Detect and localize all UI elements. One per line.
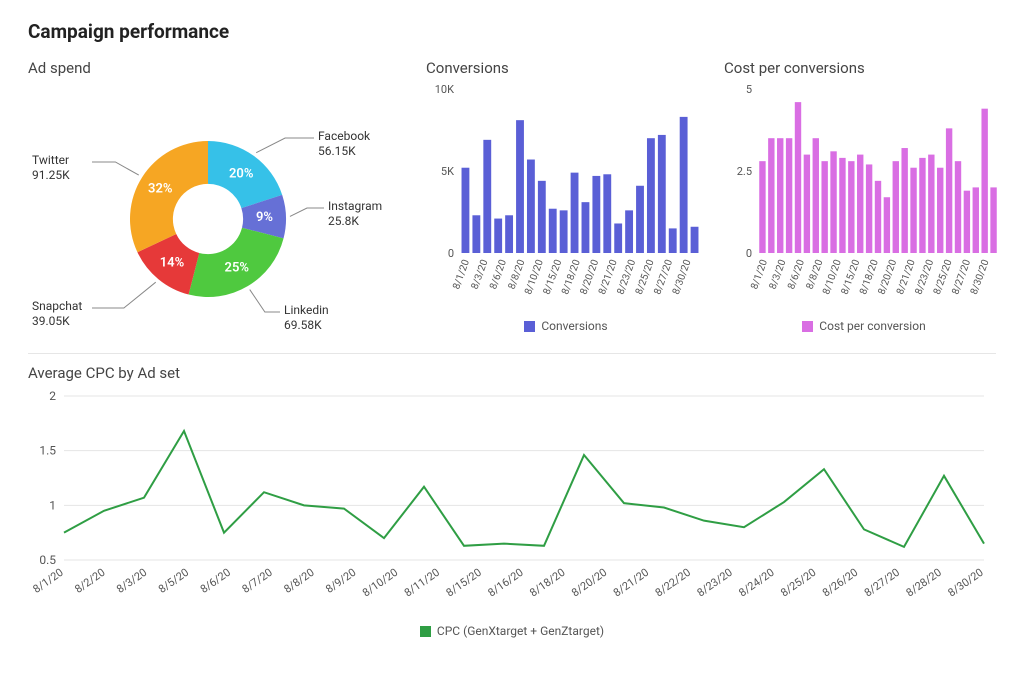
donut-label: Twitter91.25K: [32, 153, 70, 183]
svg-text:8/16/20: 8/16/20: [485, 566, 525, 600]
svg-text:0.5: 0.5: [39, 553, 56, 567]
svg-text:8/8/20: 8/8/20: [281, 566, 316, 596]
cpc-legend-swatch: [420, 626, 431, 637]
svg-text:8/6/20: 8/6/20: [198, 566, 233, 596]
svg-text:2.5: 2.5: [737, 165, 752, 178]
svg-text:8/22/20: 8/22/20: [653, 566, 693, 600]
svg-text:8/1/20: 8/1/20: [31, 566, 66, 596]
svg-text:32%: 32%: [148, 182, 173, 197]
cost-per-conversion-legend: Cost per conversion: [724, 319, 1004, 333]
svg-text:8/1/20: 8/1/20: [451, 258, 472, 291]
donut-label: Facebook56.15K: [318, 129, 370, 159]
svg-text:8/2/20: 8/2/20: [72, 566, 107, 596]
svg-text:8/15/20: 8/15/20: [444, 566, 484, 600]
svg-text:0: 0: [746, 247, 752, 260]
cpc-panel: Average CPC by Ad set 0.5 1 1.5 2 8/1/208/2/…: [28, 364, 996, 638]
svg-text:8/26/20: 8/26/20: [820, 566, 860, 600]
cpc-chart: 0.511.528/1/208/2/208/3/208/5/208/6/208/…: [28, 386, 996, 620]
svg-text:5K: 5K: [441, 165, 454, 178]
svg-text:25%: 25%: [225, 261, 250, 276]
cpc-legend-label: CPC (GenXtarget + GenZtarget): [437, 624, 604, 638]
cost-per-conversion-title: Cost per conversions: [724, 59, 1004, 77]
svg-text:8/9/20: 8/9/20: [323, 566, 358, 596]
svg-text:8/24/20: 8/24/20: [736, 566, 776, 600]
svg-text:8/25/20: 8/25/20: [778, 566, 818, 600]
svg-text:8/1/20: 8/1/20: [749, 258, 770, 291]
conversions-legend-swatch: [524, 321, 535, 332]
conversions-title: Conversions: [426, 59, 706, 77]
svg-text:8/28/20: 8/28/20: [904, 566, 944, 600]
conversions-chart: 05K10K8/1/208/3/208/6/208/8/208/10/208/1…: [426, 81, 706, 315]
cpc-legend: CPC (GenXtarget + GenZtarget): [28, 624, 996, 638]
conversions-panel: Conversions 0 5K 10K 8/1/208/3/208/6/208/8/…: [426, 59, 706, 341]
svg-text:8/6/20: 8/6/20: [488, 258, 509, 291]
svg-text:8/27/20: 8/27/20: [862, 566, 902, 600]
ad-spend-chart: 20% 9% 25% 14% 32% Facebook56.15K Instagram25.…: [28, 81, 408, 341]
conversions-legend-label: Conversions: [541, 319, 607, 333]
svg-text:20%: 20%: [229, 166, 254, 181]
svg-text:2: 2: [49, 389, 56, 403]
svg-text:8/18/20: 8/18/20: [527, 566, 567, 600]
svg-text:8/3/20: 8/3/20: [768, 258, 789, 291]
cost-per-conversion-chart: 02.558/1/208/3/208/6/208/8/208/10/208/15…: [724, 81, 1004, 315]
svg-text:8/7/20: 8/7/20: [240, 566, 275, 596]
svg-text:8/8/20: 8/8/20: [507, 258, 528, 291]
ad-spend-panel: Ad spend 20% 9% 25% 14% 32% Facebook56.15K Ins…: [28, 59, 408, 341]
page-title: Campaign performance: [28, 20, 996, 43]
svg-text:8/6/20: 8/6/20: [786, 258, 807, 291]
svg-text:1: 1: [49, 498, 56, 512]
cost-per-conversion-legend-label: Cost per conversion: [819, 319, 925, 333]
svg-text:8/3/20: 8/3/20: [470, 258, 491, 291]
svg-text:8/10/20: 8/10/20: [360, 566, 400, 600]
svg-text:5: 5: [746, 83, 752, 96]
svg-text:8/20/20: 8/20/20: [569, 566, 609, 600]
svg-text:8/23/20: 8/23/20: [695, 566, 735, 600]
svg-text:8/3/20: 8/3/20: [114, 566, 149, 596]
cost-per-conversion-panel: Cost per conversions 02.558/1/208/3/208/…: [724, 59, 1004, 341]
svg-text:9%: 9%: [256, 210, 273, 225]
top-row: Ad spend 20% 9% 25% 14% 32% Facebook56.15K Ins…: [28, 59, 996, 354]
svg-text:14%: 14%: [160, 256, 185, 271]
svg-text:8/30/20: 8/30/20: [945, 566, 985, 600]
conversions-legend: Conversions: [426, 319, 706, 333]
ad-spend-title: Ad spend: [28, 59, 408, 77]
cpc-title: Average CPC by Ad set: [28, 364, 996, 382]
svg-text:8/5/20: 8/5/20: [156, 566, 191, 596]
donut-label: Instagram25.8K: [328, 199, 382, 229]
svg-text:0: 0: [448, 247, 454, 260]
svg-text:8/8/20: 8/8/20: [805, 258, 826, 291]
svg-text:1.5: 1.5: [39, 444, 56, 458]
donut-label: Linkedin69.58K: [284, 303, 329, 333]
svg-text:8/11/20: 8/11/20: [402, 566, 442, 600]
donut-label: Snapchat39.05K: [32, 299, 82, 329]
svg-text:8/21/20: 8/21/20: [611, 566, 651, 600]
svg-text:10K: 10K: [435, 83, 454, 96]
cost-per-conversion-legend-swatch: [802, 321, 813, 332]
